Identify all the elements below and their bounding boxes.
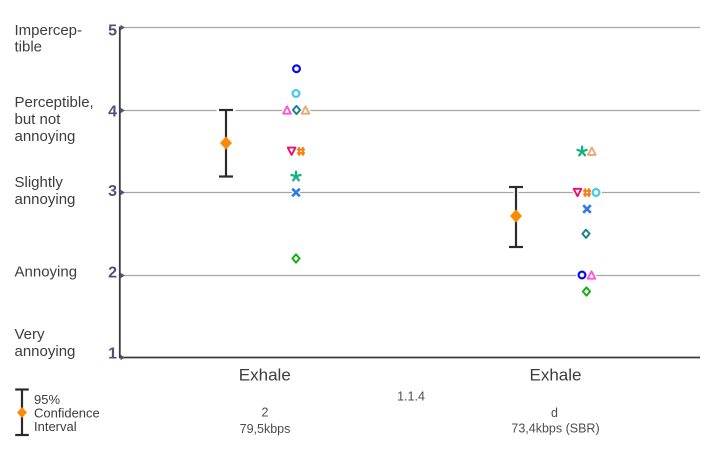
svg-text:2: 2 [108, 264, 117, 281]
svg-text:73,4kbps (SBR): 73,4kbps (SBR) [511, 422, 599, 436]
svg-text:Exhale: Exhale [530, 366, 582, 385]
svg-text:2: 2 [262, 406, 269, 420]
svg-text:annoying: annoying [15, 191, 76, 208]
svg-text:tible: tible [15, 39, 43, 56]
svg-text:Very: Very [15, 326, 46, 343]
svg-text:5: 5 [108, 23, 117, 40]
svg-text:1: 1 [108, 346, 117, 363]
svg-text:annoying: annoying [15, 128, 76, 145]
svg-text:Exhale: Exhale [239, 366, 291, 385]
svg-text:Impercep-: Impercep- [15, 22, 83, 39]
svg-text:Interval: Interval [34, 419, 77, 434]
svg-text:79,5kbps: 79,5kbps [240, 422, 291, 436]
svg-text:annoying: annoying [15, 343, 76, 360]
svg-text:but not: but not [15, 111, 62, 128]
svg-text:d: d [551, 406, 558, 420]
svg-text:Confidence: Confidence [34, 406, 100, 421]
svg-text:3: 3 [108, 183, 117, 200]
svg-text:95%: 95% [34, 392, 60, 407]
svg-text:1.1.4: 1.1.4 [397, 390, 425, 404]
svg-text:Annoying: Annoying [15, 264, 78, 281]
svg-text:4: 4 [108, 103, 117, 120]
svg-text:Slightly: Slightly [15, 174, 64, 191]
svg-text:Perceptible,: Perceptible, [15, 94, 94, 111]
